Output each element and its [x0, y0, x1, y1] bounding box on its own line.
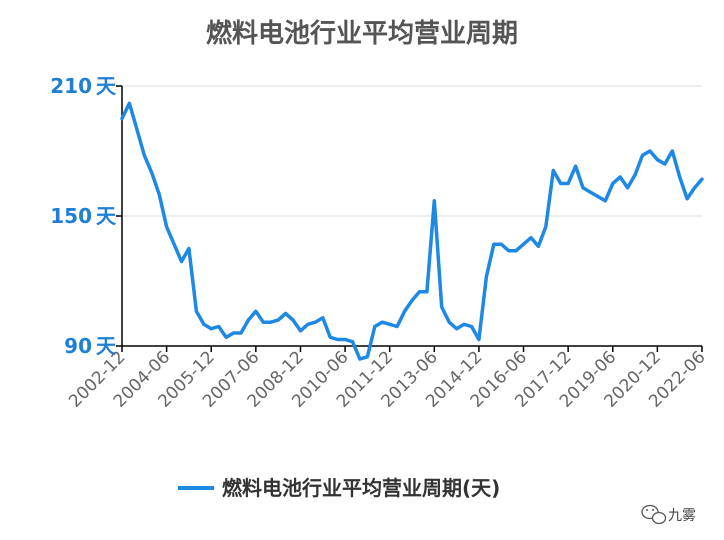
watermark-text: 九雾 — [668, 508, 696, 524]
watermark: 九雾 — [641, 504, 696, 525]
legend-label: 燃料电池行业平均营业周期(天) — [222, 476, 500, 500]
legend: 燃料电池行业平均营业周期(天) — [178, 476, 500, 500]
chart-title: 燃料电池行业平均营业周期 — [206, 18, 518, 49]
series-line — [120, 101, 704, 361]
y-tick-label: 210 — [50, 74, 92, 98]
x-tick-labels: 2002-122004-062005-122007-062008-122010-… — [65, 346, 710, 412]
wechat-icon — [641, 504, 667, 525]
grid — [122, 85, 702, 217]
y-tick-unit: 天 — [96, 334, 117, 358]
y-tick-unit: 天 — [96, 204, 117, 228]
y-tick-unit: 天 — [96, 74, 117, 98]
series-group — [120, 101, 704, 361]
y-tick-label: 90 — [64, 334, 92, 358]
y-tick-label: 150 — [50, 204, 92, 228]
